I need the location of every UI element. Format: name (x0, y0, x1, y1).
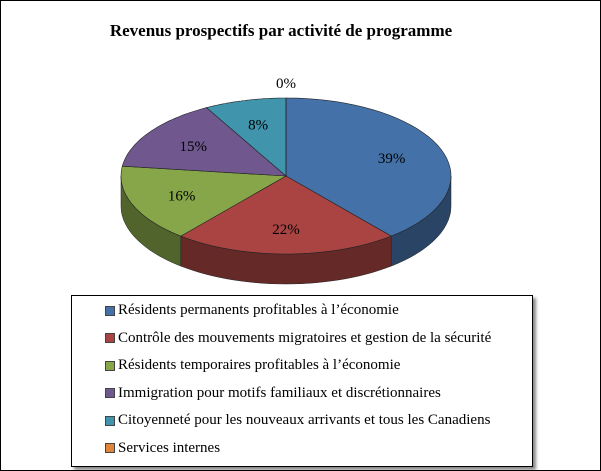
legend-item: Contrôle des mouvements migratoires et g… (105, 330, 491, 347)
pie-slice (285, 97, 452, 237)
data-label: 39% (378, 151, 406, 167)
legend-label: Résidents temporaires profitables à l’éc… (118, 357, 401, 373)
legend-swatch (105, 415, 115, 426)
legend-label: Citoyenneté pour les nouveaux arrivants … (118, 412, 491, 428)
legend-item: Résidents temporaires profitables à l’éc… (105, 357, 400, 374)
pie-slice (180, 175, 392, 255)
legend-swatch (105, 305, 115, 316)
data-label: 8% (248, 118, 268, 134)
legend-swatch (105, 443, 115, 453)
data-label: 0% (276, 76, 296, 92)
legend-item: Immigration pour motifs familiaux et dis… (105, 385, 441, 402)
legend: Résidents permanents profitables à l’éco… (71, 295, 533, 467)
pie-slice (205, 97, 287, 177)
pie-chart: 39% 22% 16% 15% 8% 0% (120, 76, 452, 285)
pie-slice (120, 165, 288, 237)
legend-swatch (105, 360, 115, 371)
legend-swatch (105, 388, 115, 398)
pie-slice (121, 107, 287, 177)
data-label: 22% (272, 222, 300, 238)
legend-label: Contrôle des mouvements migratoires et g… (118, 329, 492, 346)
legend-swatch (105, 333, 115, 343)
legend-item: Citoyenneté pour les nouveaux arrivants … (105, 412, 490, 429)
data-label: 16% (168, 189, 196, 205)
legend-item: Résidents permanents profitables à l’éco… (105, 302, 399, 319)
legend-label: Immigration pour motifs familiaux et dis… (118, 384, 441, 401)
data-label: 15% (179, 139, 207, 155)
legend-item: Services internes (105, 440, 220, 457)
chart-title: Revenus prospectifs par activité de prog… (109, 21, 453, 40)
legend-label: Services internes (118, 439, 221, 456)
legend-label: Résidents permanents profitables à l’éco… (118, 302, 399, 318)
